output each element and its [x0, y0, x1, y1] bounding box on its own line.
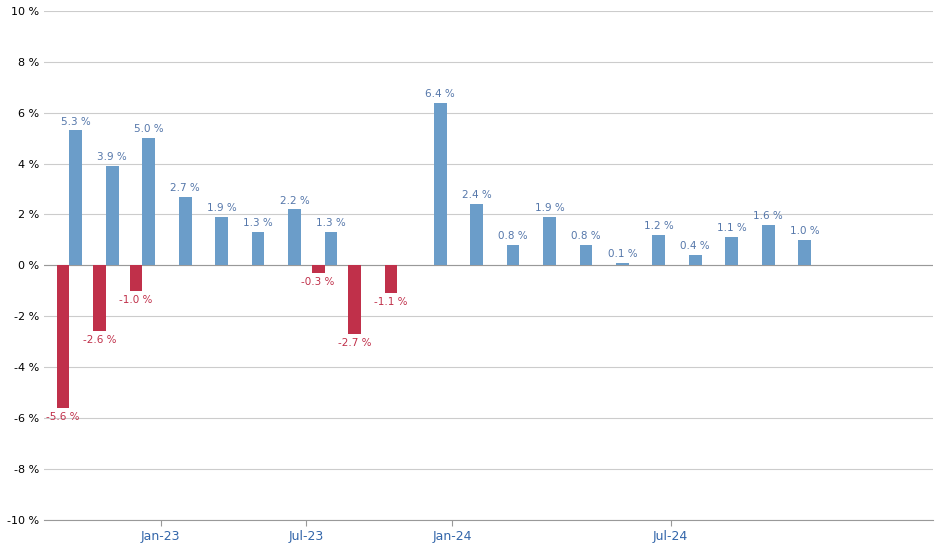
Text: -2.6 %: -2.6 %	[83, 336, 117, 345]
Text: 1.6 %: 1.6 %	[753, 211, 783, 221]
Text: 1.3 %: 1.3 %	[243, 218, 273, 228]
Text: -5.6 %: -5.6 %	[46, 411, 80, 421]
Bar	[288, 210, 301, 265]
Bar	[434, 102, 446, 265]
Bar	[616, 263, 629, 265]
Text: 1.9 %: 1.9 %	[207, 203, 237, 213]
Text: 2.4 %: 2.4 %	[462, 190, 492, 200]
Text: 1.0 %: 1.0 %	[790, 226, 820, 236]
Text: 6.4 %: 6.4 %	[425, 89, 455, 98]
Text: 1.2 %: 1.2 %	[644, 221, 674, 231]
Bar	[70, 130, 82, 265]
Bar	[179, 196, 192, 265]
Bar	[106, 166, 118, 265]
Bar	[652, 235, 666, 265]
Text: -0.3 %: -0.3 %	[302, 277, 335, 287]
Bar	[689, 255, 701, 265]
Bar	[761, 224, 775, 265]
Text: 0.1 %: 0.1 %	[607, 249, 637, 259]
Bar	[580, 245, 592, 265]
Text: 5.0 %: 5.0 %	[133, 124, 164, 134]
Text: -1.1 %: -1.1 %	[374, 297, 408, 307]
Text: 2.7 %: 2.7 %	[170, 183, 200, 193]
Text: 0.8 %: 0.8 %	[572, 231, 601, 241]
Text: 3.9 %: 3.9 %	[98, 152, 127, 162]
Bar	[543, 217, 556, 265]
Text: 5.3 %: 5.3 %	[61, 117, 90, 126]
Text: 2.2 %: 2.2 %	[279, 195, 309, 206]
Text: -1.0 %: -1.0 %	[119, 295, 152, 305]
Bar	[348, 265, 361, 334]
Text: -2.7 %: -2.7 %	[337, 338, 371, 348]
Bar	[507, 245, 520, 265]
Text: 1.1 %: 1.1 %	[717, 223, 746, 234]
Bar	[93, 265, 106, 332]
Bar	[324, 232, 337, 265]
Bar	[252, 232, 264, 265]
Text: 0.8 %: 0.8 %	[498, 231, 528, 241]
Bar	[130, 265, 142, 291]
Text: 0.4 %: 0.4 %	[681, 241, 710, 251]
Bar	[798, 240, 811, 265]
Bar	[726, 237, 738, 265]
Bar	[142, 138, 155, 265]
Bar	[312, 265, 324, 273]
Bar	[56, 265, 70, 408]
Text: 1.9 %: 1.9 %	[535, 203, 564, 213]
Bar	[215, 217, 228, 265]
Text: 1.3 %: 1.3 %	[316, 218, 346, 228]
Bar	[384, 265, 398, 293]
Bar	[470, 204, 483, 265]
